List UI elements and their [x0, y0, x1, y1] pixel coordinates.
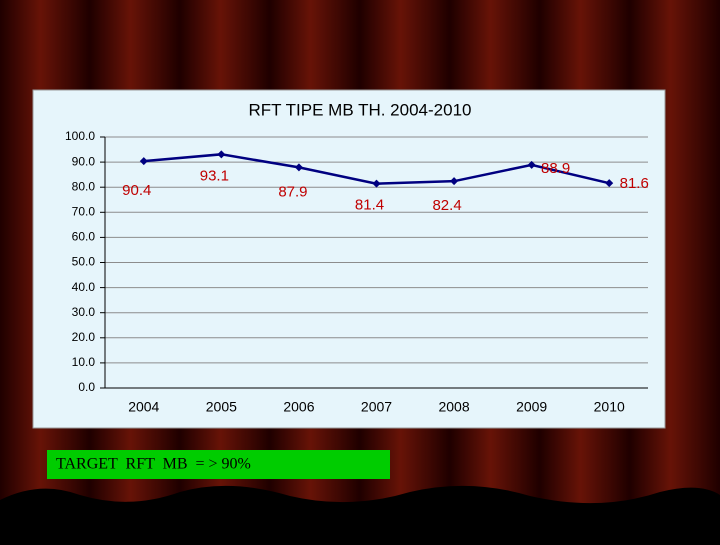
x-tick-label: 2009 — [516, 399, 547, 415]
y-tick-label: 60.0 — [72, 230, 96, 244]
data-label: 81.4 — [355, 197, 384, 214]
marker — [372, 179, 381, 188]
marker — [139, 157, 148, 166]
chart-title: RFT TIPE MB TH. 2004-2010 — [249, 100, 472, 119]
data-label: 82.4 — [432, 197, 461, 214]
marker — [527, 160, 536, 169]
x-tick-label: 2008 — [438, 399, 469, 415]
plot: 0.0 10.0 20.0 30.0 40.0 50.0 60.0 70.0 80.0 90.0 1… — [65, 129, 649, 415]
marker — [217, 150, 226, 159]
marker — [605, 179, 614, 188]
x-tick-label: 2005 — [206, 399, 237, 415]
y-tick-label: 30.0 — [72, 305, 96, 319]
marker — [294, 163, 303, 172]
curtain-bottom — [0, 485, 720, 540]
y-tick-label: 10.0 — [72, 355, 96, 369]
marker — [450, 177, 459, 186]
data-label: 87.9 — [278, 183, 307, 200]
y-tick-label: 0.0 — [78, 380, 95, 394]
annotation: TARGET RFT MB = > 90% — [56, 456, 251, 473]
y-tick-label: 20.0 — [72, 330, 96, 344]
annotation-box — [47, 450, 390, 479]
y-tick-label: 100.0 — [65, 129, 95, 143]
y-tick-label: 70.0 — [72, 204, 96, 218]
data-label: 81.6 — [620, 175, 649, 192]
x-tick-label: 2006 — [283, 399, 314, 415]
y-tick-label: 40.0 — [72, 280, 96, 294]
y-tick-label: 80.0 — [72, 179, 96, 193]
x-tick-label: 2004 — [128, 399, 159, 415]
x-tick-label: 2007 — [361, 399, 392, 415]
data-label: 93.1 — [200, 167, 229, 184]
data-label: 88.9 — [541, 160, 570, 177]
y-tick-label: 50.0 — [72, 255, 96, 269]
x-tick-label: 2010 — [594, 399, 625, 415]
y-tick-label: 90.0 — [72, 154, 96, 168]
chart-area — [32, 89, 666, 429]
data-label: 90.4 — [122, 182, 151, 199]
